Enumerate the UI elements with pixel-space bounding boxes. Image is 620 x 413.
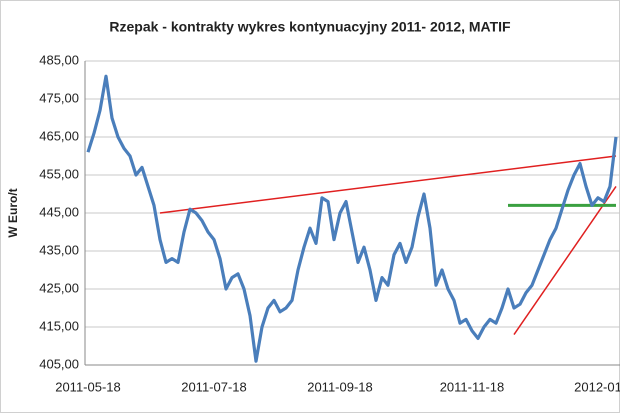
y-tick-label: 455,00 [39,166,79,181]
y-tick-label: 485,00 [39,52,79,67]
x-tick-label: 2011-05-18 [55,379,121,394]
y-tick-label: 415,00 [39,318,79,333]
chart-title: Rzepak - kontrakty wykres kontynuacyjny … [109,19,511,35]
y-tick-label: 405,00 [39,356,79,371]
x-tick-label: 2011-07-18 [181,379,247,394]
data-line [86,74,618,363]
y-tick-label: 425,00 [39,280,79,295]
x-tick-label: 2011-09-18 [307,379,373,394]
trend-line [513,185,617,336]
x-tick-label: 2012-01 [574,379,620,394]
y-axis-label: W Euro/t [6,188,20,237]
y-tick-label: 465,00 [39,128,79,143]
y-tick-label: 445,00 [39,204,79,219]
x-tick-label: 2011-11-18 [440,379,505,394]
trend-line [159,155,617,214]
y-tick-label: 435,00 [39,242,79,257]
y-tick-label: 475,00 [39,90,79,105]
